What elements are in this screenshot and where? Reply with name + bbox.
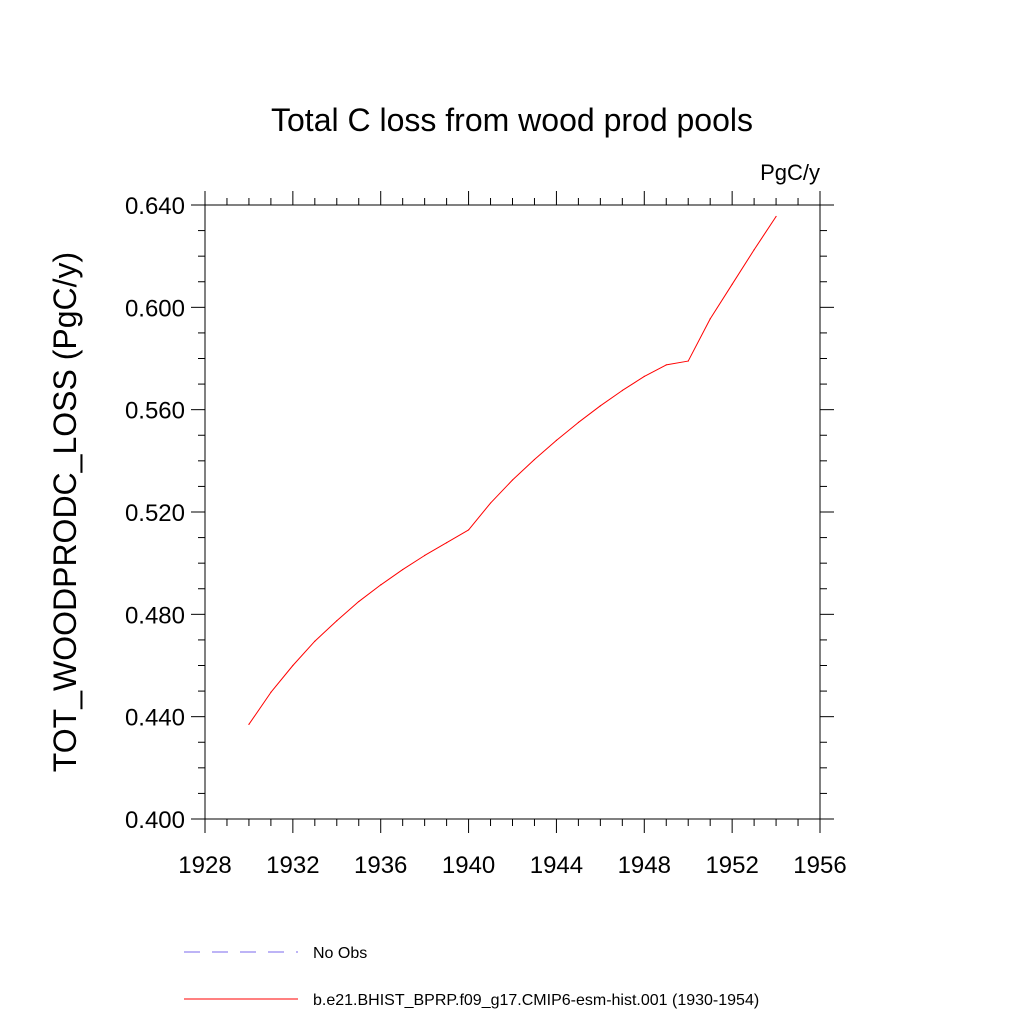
data-point [248,723,250,725]
y-tick-label: 0.520 [125,500,185,527]
x-tick-label: 1940 [442,852,495,879]
data-point [446,542,448,544]
x-tick-label: 1952 [705,852,758,879]
x-tick-label: 1956 [793,852,846,879]
chart-title: Total C loss from wood prod pools [271,102,753,138]
legend-label-0: No Obs [313,945,367,962]
data-point [380,584,382,586]
y-tick-label: 0.480 [125,602,185,629]
units-label: PgC/y [760,160,820,185]
y-axis-label: TOT_WOODPRODC_LOSS (PgC/y) [47,252,83,772]
data-point [731,283,733,285]
legend: No Obs b.e21.BHIST_BPRP.f09_g17.CMIP6-esm… [184,945,759,1009]
data-point [467,529,470,531]
data-point [424,554,426,557]
data-point [489,502,492,504]
major-ticks [191,191,834,833]
data-point [555,439,558,441]
series-layer [248,215,777,725]
x-tick-label: 1944 [530,852,583,879]
data-point [402,568,404,571]
minor-ticks [198,198,827,826]
data-point [665,364,667,366]
series-line-1 [248,216,777,725]
data-point [753,249,755,251]
x-tick-label: 1936 [354,852,407,879]
data-point [336,620,338,622]
y-tick-label: 0.400 [125,807,185,834]
data-point [599,405,601,407]
data-point [709,318,711,320]
data-point [687,360,689,362]
y-tick-label: 0.440 [125,705,185,732]
x-tick-label: 1948 [618,852,671,879]
data-point [643,375,645,378]
legend-label-1: b.e21.BHIST_BPRP.f09_g17.CMIP6-esm-hist.… [313,992,759,1009]
plot-frame [204,204,821,820]
data-point [358,600,360,603]
tick-labels: 1928 1932 1936 1940 1944 1948 1952 1956 0.400 0.4… [125,193,847,879]
data-point [775,215,777,218]
data-point [577,421,579,424]
y-tick-label: 0.560 [125,398,185,425]
data-point [292,664,294,667]
y-tick-label: 0.640 [125,193,185,220]
data-point [270,691,272,693]
y-tick-label: 0.600 [125,295,185,322]
x-tick-label: 1928 [178,852,231,879]
data-point [314,640,316,642]
data-point [511,479,514,481]
x-tick-label: 1932 [266,852,319,879]
data-point [621,389,623,392]
data-point [533,458,536,461]
